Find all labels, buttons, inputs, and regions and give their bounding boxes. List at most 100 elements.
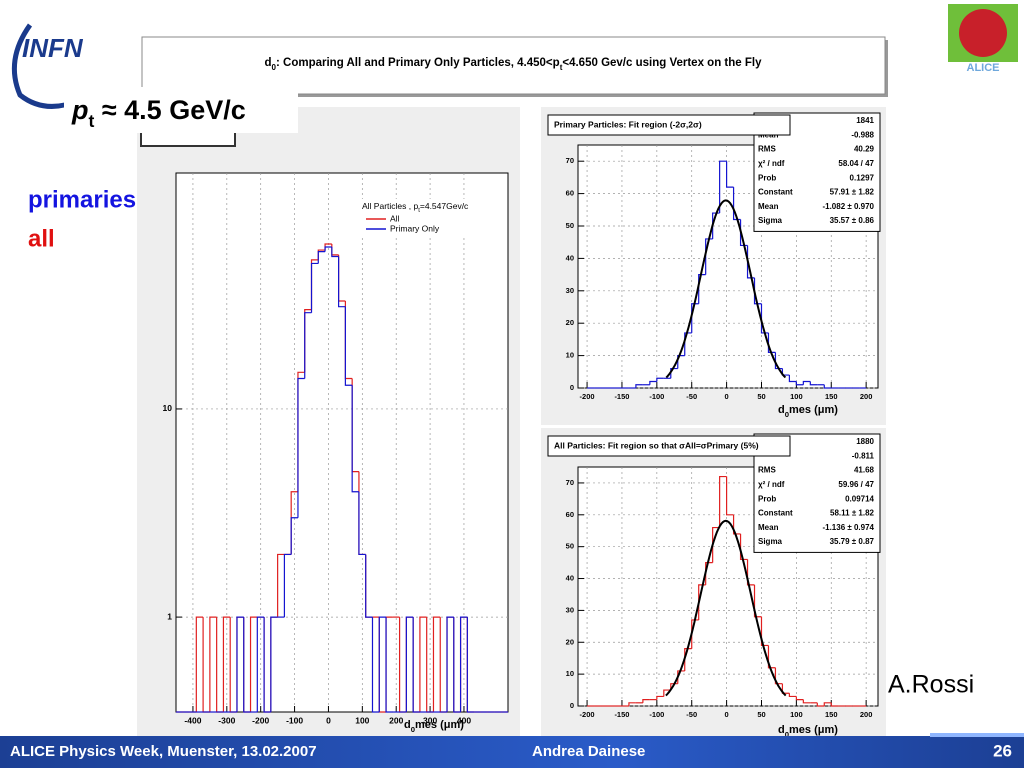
- header-title: d0: Comparing All and Primary Only Parti…: [265, 57, 763, 72]
- histogram-bin: [691, 619, 699, 649]
- histogram-bin: [297, 377, 305, 518]
- histogram-bin: [249, 616, 258, 712]
- histogram-bin: [726, 476, 734, 516]
- y-tick-label: 40: [566, 574, 574, 583]
- y-tick-label: 10: [163, 403, 173, 413]
- legend-box: [360, 199, 506, 237]
- histogram-bin: [270, 616, 278, 712]
- histogram-bin: [649, 380, 657, 385]
- stats-key: Prob: [758, 173, 776, 182]
- x-axis-label: d0mes (μm): [778, 724, 838, 739]
- histogram-bin: [263, 617, 271, 713]
- histogram-bin: [195, 616, 204, 712]
- stats-value: 41.68: [854, 466, 875, 475]
- stats-value: 0.09714: [845, 494, 874, 503]
- stats-key: χ² / ndf: [758, 159, 785, 168]
- histogram-bin: [378, 616, 387, 712]
- stats-key: χ² / ndf: [758, 480, 785, 489]
- legend-label: Primary Only: [390, 223, 440, 233]
- stats-key: Prob: [758, 494, 776, 503]
- histogram-bin: [774, 667, 783, 685]
- footer-presenter: Andrea Dainese: [532, 743, 645, 760]
- stats-value: 35.57 ± 0.86: [830, 216, 875, 225]
- chart-title: Primary Particles: Fit region (-2σ,2σ): [554, 119, 702, 129]
- stats-key: Sigma: [758, 537, 783, 546]
- text-part: : Comparing All and Primary Only Particl…: [276, 57, 560, 69]
- plot-frame: [175, 172, 509, 713]
- y-tick-label: 10: [566, 669, 574, 678]
- histogram-bin: [304, 312, 312, 379]
- x-tick-label: 100: [790, 710, 803, 719]
- stats-value: 35.79 ± 0.87: [830, 537, 875, 546]
- x-tick-label: 50: [757, 710, 765, 719]
- x-tick-label: 0: [725, 392, 729, 401]
- histogram-bin: [705, 562, 713, 585]
- y-tick-label: 60: [566, 189, 574, 198]
- stats-value: 58.11 ± 1.82: [830, 509, 875, 518]
- x-tick-label: -100: [286, 715, 303, 725]
- histogram-bin: [453, 617, 461, 713]
- x-tick-label: -200: [580, 710, 595, 719]
- y-tick-label: 70: [566, 156, 574, 165]
- infn-logo: INFN: [11, 23, 84, 109]
- histogram-bin: [432, 616, 441, 712]
- text-part: d: [265, 57, 272, 69]
- x-tick-label: -300: [218, 715, 235, 725]
- histogram-bin: [656, 377, 664, 382]
- histogram-bin: [446, 616, 454, 712]
- x-tick-label: -400: [184, 715, 201, 725]
- histogram-bin: [371, 617, 380, 713]
- primaries-label: primaries: [28, 186, 136, 213]
- stats-key: Constant: [758, 509, 793, 518]
- histogram-bin: [324, 246, 332, 252]
- stats-value: -0.811: [852, 451, 875, 460]
- text-part: <4.650 Gev/c using Vertex on the Fly: [562, 57, 762, 69]
- histogram-bin: [459, 616, 468, 712]
- y-tick-label: 30: [566, 286, 574, 295]
- text-part: ≈ 4.5 GeV/c: [94, 95, 245, 125]
- histogram-bin: [344, 306, 353, 386]
- pt-label: pt ≈ 4.5 GeV/c: [71, 95, 246, 131]
- histogram-bin: [746, 559, 755, 586]
- histogram-bin: [351, 385, 359, 493]
- histogram-bin: [719, 475, 727, 528]
- fit-curve: [665, 519, 787, 697]
- stats-value: -1.082 ± 0.970: [822, 202, 874, 211]
- x-tick-label: 300: [423, 715, 437, 725]
- logo-circle: [959, 9, 1007, 57]
- histogram-bin: [663, 689, 671, 697]
- x-axis-label: d0mes (μm): [778, 404, 838, 419]
- text-part: t: [560, 63, 563, 72]
- histogram-bin: [358, 491, 366, 556]
- x-tick-label: 100: [790, 392, 803, 401]
- histogram-bin: [317, 251, 326, 264]
- x-tick-label: 50: [757, 392, 765, 401]
- logo-text: ALICE: [967, 62, 1000, 74]
- histogram-bin: [338, 256, 346, 308]
- histogram-bin: [405, 616, 414, 712]
- histogram-bin: [739, 533, 748, 561]
- text-part: 0: [785, 410, 789, 419]
- footer-event: ALICE Physics Week, Muenster, 13.02.2007: [10, 743, 317, 760]
- legend-label: All: [390, 213, 400, 223]
- x-tick-label: 150: [825, 710, 838, 719]
- text-part: 0: [411, 725, 415, 734]
- x-tick-label: 0: [326, 715, 331, 725]
- x-tick-label: -150: [614, 710, 629, 719]
- histogram-bin: [719, 160, 727, 214]
- stats-value: 1880: [856, 437, 874, 446]
- histogram-bin: [760, 616, 769, 647]
- stats-value: -0.988: [851, 130, 874, 139]
- histogram-bin: [705, 238, 713, 275]
- stats-value: 1841: [856, 116, 874, 125]
- x-axis-label: d0mes (μm): [404, 719, 464, 734]
- y-tick-label: 50: [566, 542, 574, 551]
- y-tick-label: 50: [566, 221, 574, 230]
- histogram-bin: [712, 526, 720, 563]
- text-part: =4.547Gev/c: [420, 201, 469, 211]
- histogram-bin: [412, 617, 420, 713]
- histogram-bin: [795, 381, 804, 386]
- title-box: [547, 114, 791, 136]
- x-tick-label: 400: [457, 715, 471, 725]
